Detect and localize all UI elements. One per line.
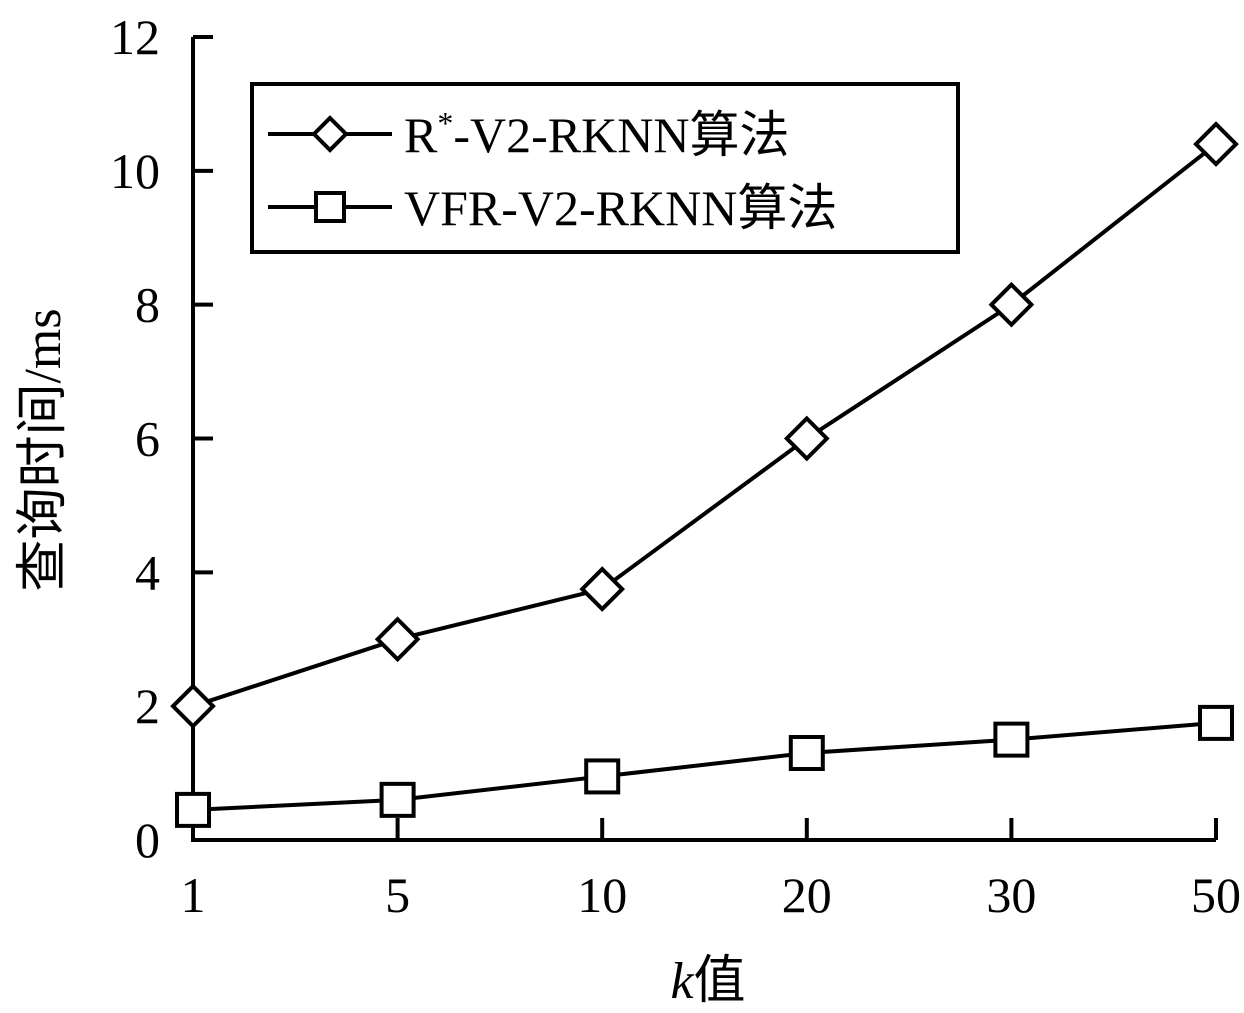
legend-marker-square [314, 191, 346, 223]
y-tick-label: 4 [135, 544, 160, 600]
y-tick-label: 2 [135, 678, 160, 734]
series-line-square [192, 720, 1217, 812]
data-point-diamond [374, 616, 421, 663]
x-tick-label: 30 [986, 867, 1036, 923]
legend-box [250, 82, 960, 254]
y-axis-label: 查询时间/ms [15, 308, 72, 591]
data-point-diamond [988, 281, 1035, 328]
legend-label-square: VFR-V2-RKNN算法 [404, 180, 837, 236]
y-ticks: 0 2 4 6 8 10 12 [110, 9, 213, 868]
legend: R*-V2-RKNN算法 VFR-V2-RKNN算法 [250, 82, 960, 254]
y-tick-label: 8 [135, 277, 160, 333]
data-point-diamond [783, 415, 830, 462]
x-tick-label: 20 [782, 867, 832, 923]
y-tick-label: 10 [110, 143, 160, 199]
series-line-diamond [192, 142, 1218, 709]
legend-marker-diamond [311, 115, 349, 153]
x-tick-label: 1 [181, 867, 206, 923]
y-tick-label: 0 [135, 812, 160, 868]
x-tick-label: 5 [385, 867, 410, 923]
data-point-diamond [1193, 121, 1239, 167]
y-tick-label: 6 [135, 411, 160, 467]
data-point-diamond [579, 566, 626, 612]
data-point-square [379, 781, 416, 818]
data-point-square [175, 791, 211, 828]
x-axis-label: k值 [670, 953, 745, 1010]
x-tick-label: 50 [1191, 867, 1241, 923]
legend-label-diamond: R*-V2-RKNN算法 [404, 105, 789, 163]
series-layer [170, 121, 1239, 828]
data-point-square [1198, 704, 1234, 741]
x-ticks: 1 5 10 20 30 50 [181, 818, 1241, 923]
y-tick-label: 12 [110, 9, 160, 65]
data-point-square [993, 721, 1030, 758]
data-point-diamond [170, 683, 216, 729]
data-point-square [788, 735, 825, 772]
data-point-square [584, 758, 621, 795]
x-tick-label: 10 [577, 867, 627, 923]
